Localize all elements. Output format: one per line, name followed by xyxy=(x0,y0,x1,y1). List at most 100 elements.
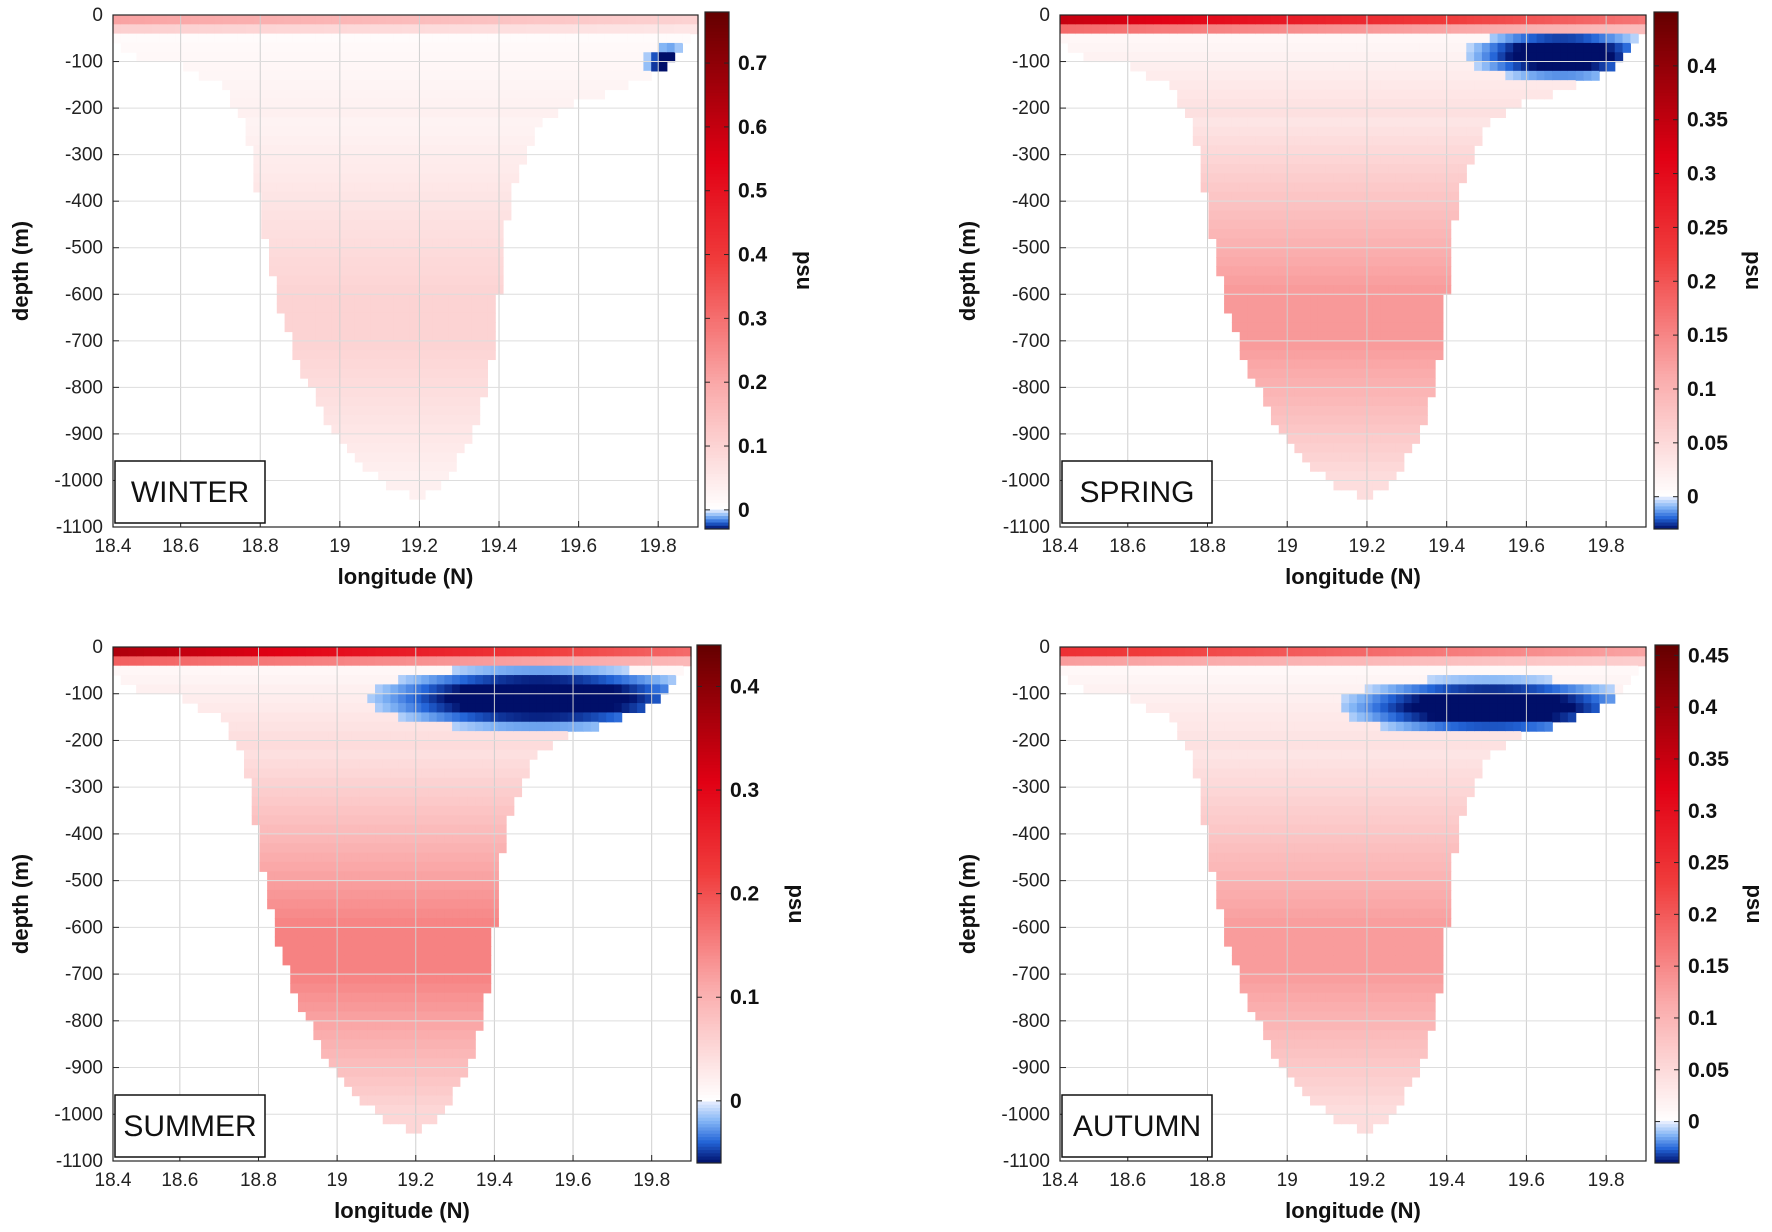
salinity-cell xyxy=(1388,52,1397,63)
salinity-cell xyxy=(284,42,293,53)
salinity-cell xyxy=(297,712,307,723)
colorbar-segment xyxy=(705,454,729,459)
salinity-cell xyxy=(375,665,384,676)
salinity-cell xyxy=(1419,52,1428,63)
salinity-cell xyxy=(1388,61,1397,72)
salinity-cell xyxy=(432,433,442,444)
colorbar-segment xyxy=(1654,344,1678,349)
salinity-cell xyxy=(417,42,426,53)
salinity-cell xyxy=(1466,80,1475,91)
salinity-cell xyxy=(276,210,286,221)
salinity-cell xyxy=(398,964,407,975)
salinity-cell xyxy=(674,15,683,25)
salinity-cell xyxy=(386,387,395,398)
salinity-cell xyxy=(1200,70,1210,81)
salinity-cell xyxy=(393,415,403,426)
salinity-cell xyxy=(378,182,387,193)
salinity-cell xyxy=(1372,350,1381,361)
salinity-cell xyxy=(588,52,598,63)
salinity-cell xyxy=(1411,424,1421,435)
salinity-cell xyxy=(367,852,376,863)
salinity-cell xyxy=(1513,70,1522,81)
salinity-cell xyxy=(1395,461,1405,472)
salinity-cell xyxy=(362,136,371,146)
colorbar-segment xyxy=(705,422,729,427)
salinity-cell xyxy=(1075,15,1085,25)
salinity-cell xyxy=(526,24,535,35)
salinity-cell xyxy=(1302,359,1311,370)
salinity-cell xyxy=(1341,136,1350,146)
salinity-cell xyxy=(1356,52,1366,63)
salinity-cell xyxy=(336,787,345,798)
salinity-cell xyxy=(120,675,130,685)
salinity-cell xyxy=(1177,89,1186,100)
salinity-cell xyxy=(627,24,637,35)
salinity-cell xyxy=(1458,117,1467,128)
salinity-cell xyxy=(253,126,262,137)
salinity-cell xyxy=(1278,219,1288,230)
salinity-cell xyxy=(1349,340,1358,351)
salinity-cell xyxy=(292,294,301,305)
salinity-cell xyxy=(1239,145,1249,156)
salinity-cell xyxy=(274,731,284,742)
salinity-cell xyxy=(382,768,392,779)
salinity-cell xyxy=(398,1011,407,1022)
salinity-cell xyxy=(409,340,418,351)
colorbar-segment xyxy=(1654,251,1678,255)
salinity-cell xyxy=(359,768,368,779)
salinity-cell xyxy=(596,15,605,25)
salinity-cell xyxy=(1395,136,1405,146)
salinity-cell xyxy=(1302,108,1311,118)
salinity-cell xyxy=(321,731,330,742)
salinity-cell xyxy=(1638,15,1647,25)
salinity-cell xyxy=(596,33,605,44)
salinity-cell xyxy=(1278,15,1288,25)
salinity-cell xyxy=(432,331,442,342)
salinity-cell xyxy=(323,61,332,72)
salinity-cell xyxy=(487,322,496,333)
salinity-cell xyxy=(297,946,307,956)
salinity-cell xyxy=(487,275,496,286)
salinity-cell xyxy=(166,675,176,685)
salinity-cell xyxy=(120,33,130,44)
salinity-cell xyxy=(362,247,371,258)
salinity-cell xyxy=(292,126,301,137)
salinity-cell xyxy=(588,70,598,81)
salinity-cell xyxy=(413,759,422,770)
salinity-cell xyxy=(305,889,314,900)
salinity-cell xyxy=(518,98,527,109)
salinity-cell xyxy=(651,52,660,63)
salinity-cell xyxy=(390,815,399,826)
salinity-cell xyxy=(351,805,361,816)
salinity-cell xyxy=(573,52,582,63)
salinity-cell xyxy=(274,675,284,685)
salinity-cell xyxy=(1286,303,1295,314)
salinity-cell xyxy=(274,721,284,732)
salinity-cell xyxy=(1333,405,1342,416)
salinity-cell xyxy=(1356,322,1366,333)
salinity-cell xyxy=(297,992,307,1003)
salinity-cell xyxy=(1231,257,1241,267)
salinity-cell xyxy=(315,396,325,407)
salinity-cell xyxy=(1247,89,1256,100)
salinity-cell xyxy=(405,992,415,1003)
salinity-cell xyxy=(425,433,434,444)
salinity-cell xyxy=(425,191,434,202)
salinity-cell xyxy=(479,42,488,53)
salinity-cell xyxy=(198,24,208,35)
salinity-cell xyxy=(464,433,473,444)
salinity-cell xyxy=(471,154,481,165)
salinity-cell xyxy=(297,824,307,835)
salinity-cell xyxy=(398,647,407,657)
salinity-cell xyxy=(1419,378,1428,388)
salinity-cell xyxy=(1270,378,1280,388)
salinity-cell xyxy=(1427,331,1436,342)
salinity-cell xyxy=(1356,42,1366,53)
salinity-cell xyxy=(1349,396,1358,407)
salinity-cell xyxy=(1411,312,1421,323)
salinity-cell xyxy=(245,117,254,128)
salinity-cell xyxy=(144,42,153,53)
salinity-cell xyxy=(382,1020,392,1031)
salinity-cell xyxy=(382,918,392,928)
salinity-cell xyxy=(612,15,621,25)
